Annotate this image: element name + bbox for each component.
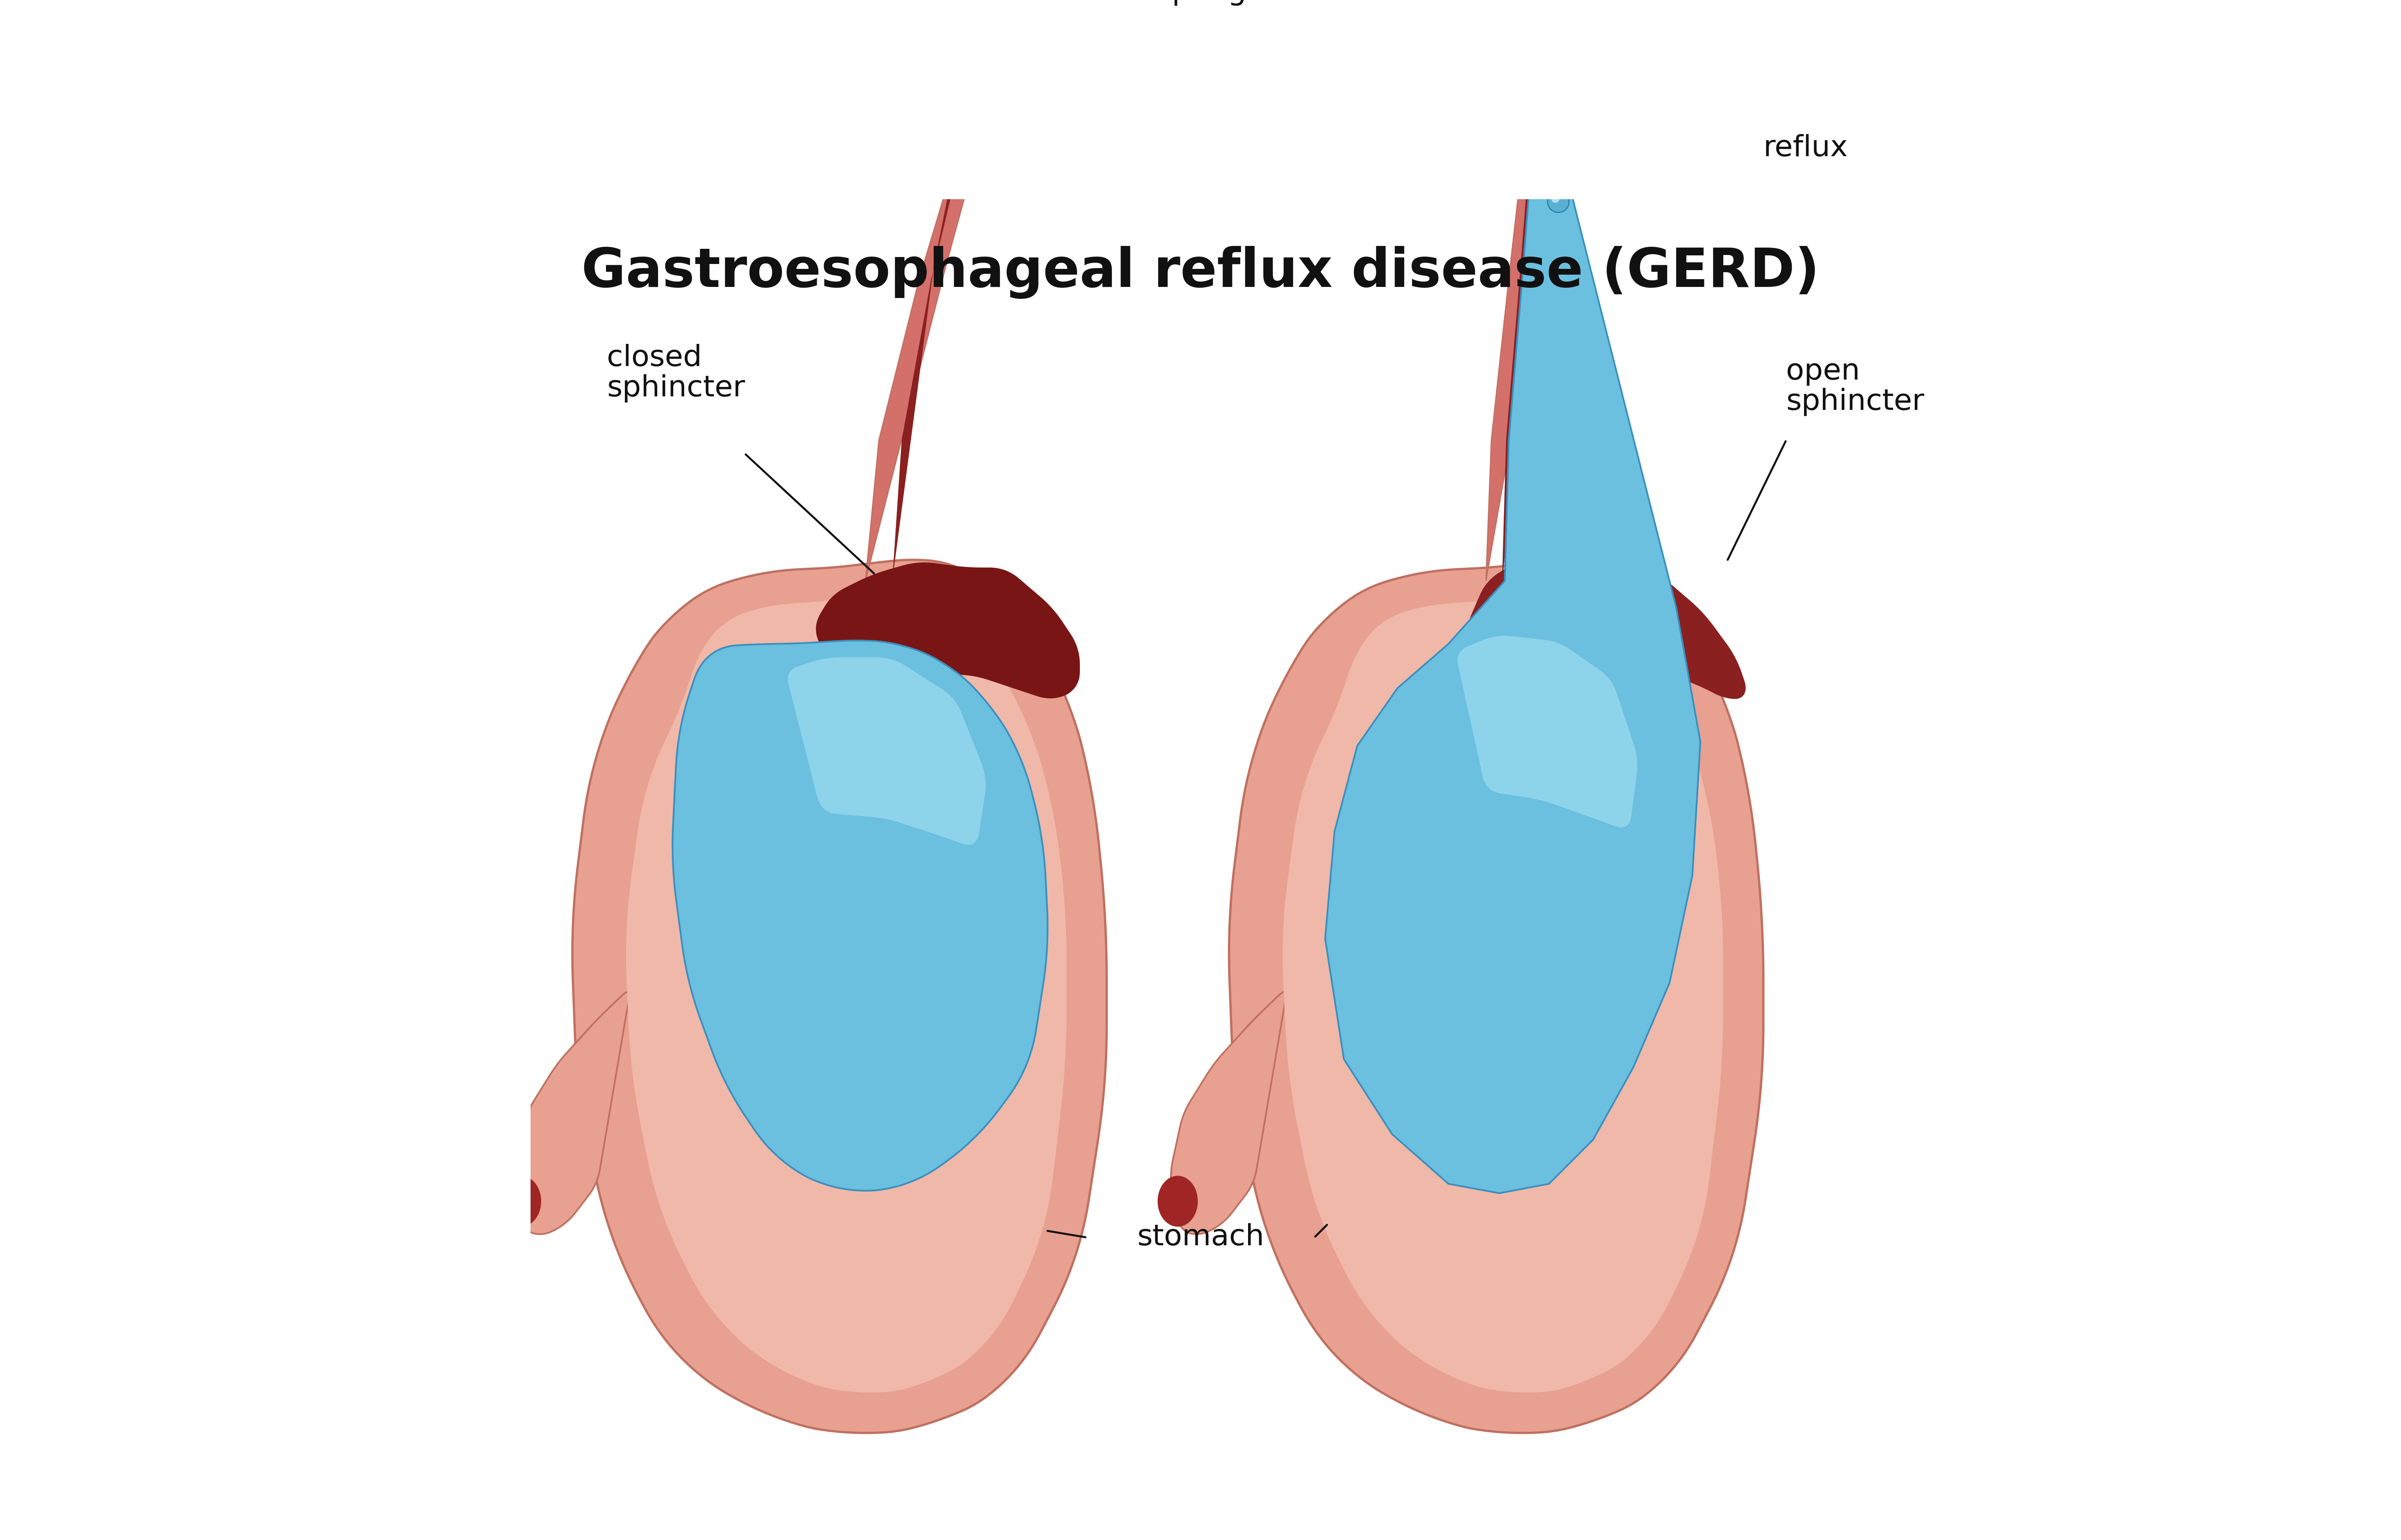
Circle shape bbox=[1508, 100, 1517, 109]
Polygon shape bbox=[893, 0, 1013, 581]
Polygon shape bbox=[1229, 561, 1762, 1432]
Text: esophagus: esophagus bbox=[1121, 0, 1280, 6]
Polygon shape bbox=[1469, 551, 1746, 699]
Circle shape bbox=[1551, 194, 1558, 203]
Circle shape bbox=[1513, 168, 1525, 180]
Polygon shape bbox=[571, 561, 1107, 1432]
Text: stomach: stomach bbox=[1138, 1223, 1263, 1252]
Circle shape bbox=[1515, 39, 1537, 60]
Circle shape bbox=[1537, 125, 1563, 152]
Text: Gastroesophageal reflux disease (GERD): Gastroesophageal reflux disease (GERD) bbox=[581, 246, 1820, 299]
Ellipse shape bbox=[1157, 1175, 1198, 1227]
Circle shape bbox=[1541, 129, 1551, 140]
Circle shape bbox=[1549, 191, 1568, 213]
Polygon shape bbox=[1457, 636, 1637, 827]
Circle shape bbox=[1503, 95, 1527, 120]
Polygon shape bbox=[1486, 0, 1597, 581]
Text: open
sphincter: open sphincter bbox=[1786, 357, 1926, 416]
Polygon shape bbox=[514, 992, 629, 1234]
Text: closed
sphincter: closed sphincter bbox=[607, 343, 744, 402]
Polygon shape bbox=[1282, 593, 1724, 1392]
Polygon shape bbox=[1505, 0, 1582, 581]
Circle shape bbox=[1508, 163, 1539, 196]
Polygon shape bbox=[672, 641, 1047, 1190]
Polygon shape bbox=[1172, 992, 1287, 1234]
Polygon shape bbox=[864, 0, 1040, 581]
Ellipse shape bbox=[502, 1175, 540, 1227]
Polygon shape bbox=[627, 593, 1066, 1392]
Polygon shape bbox=[1325, 68, 1700, 1193]
Circle shape bbox=[1520, 42, 1527, 51]
Text: reflux: reflux bbox=[1762, 134, 1849, 162]
Polygon shape bbox=[788, 658, 987, 845]
Circle shape bbox=[1532, 69, 1544, 80]
Circle shape bbox=[1527, 63, 1556, 94]
Polygon shape bbox=[1503, 0, 1585, 581]
Polygon shape bbox=[816, 562, 1080, 698]
